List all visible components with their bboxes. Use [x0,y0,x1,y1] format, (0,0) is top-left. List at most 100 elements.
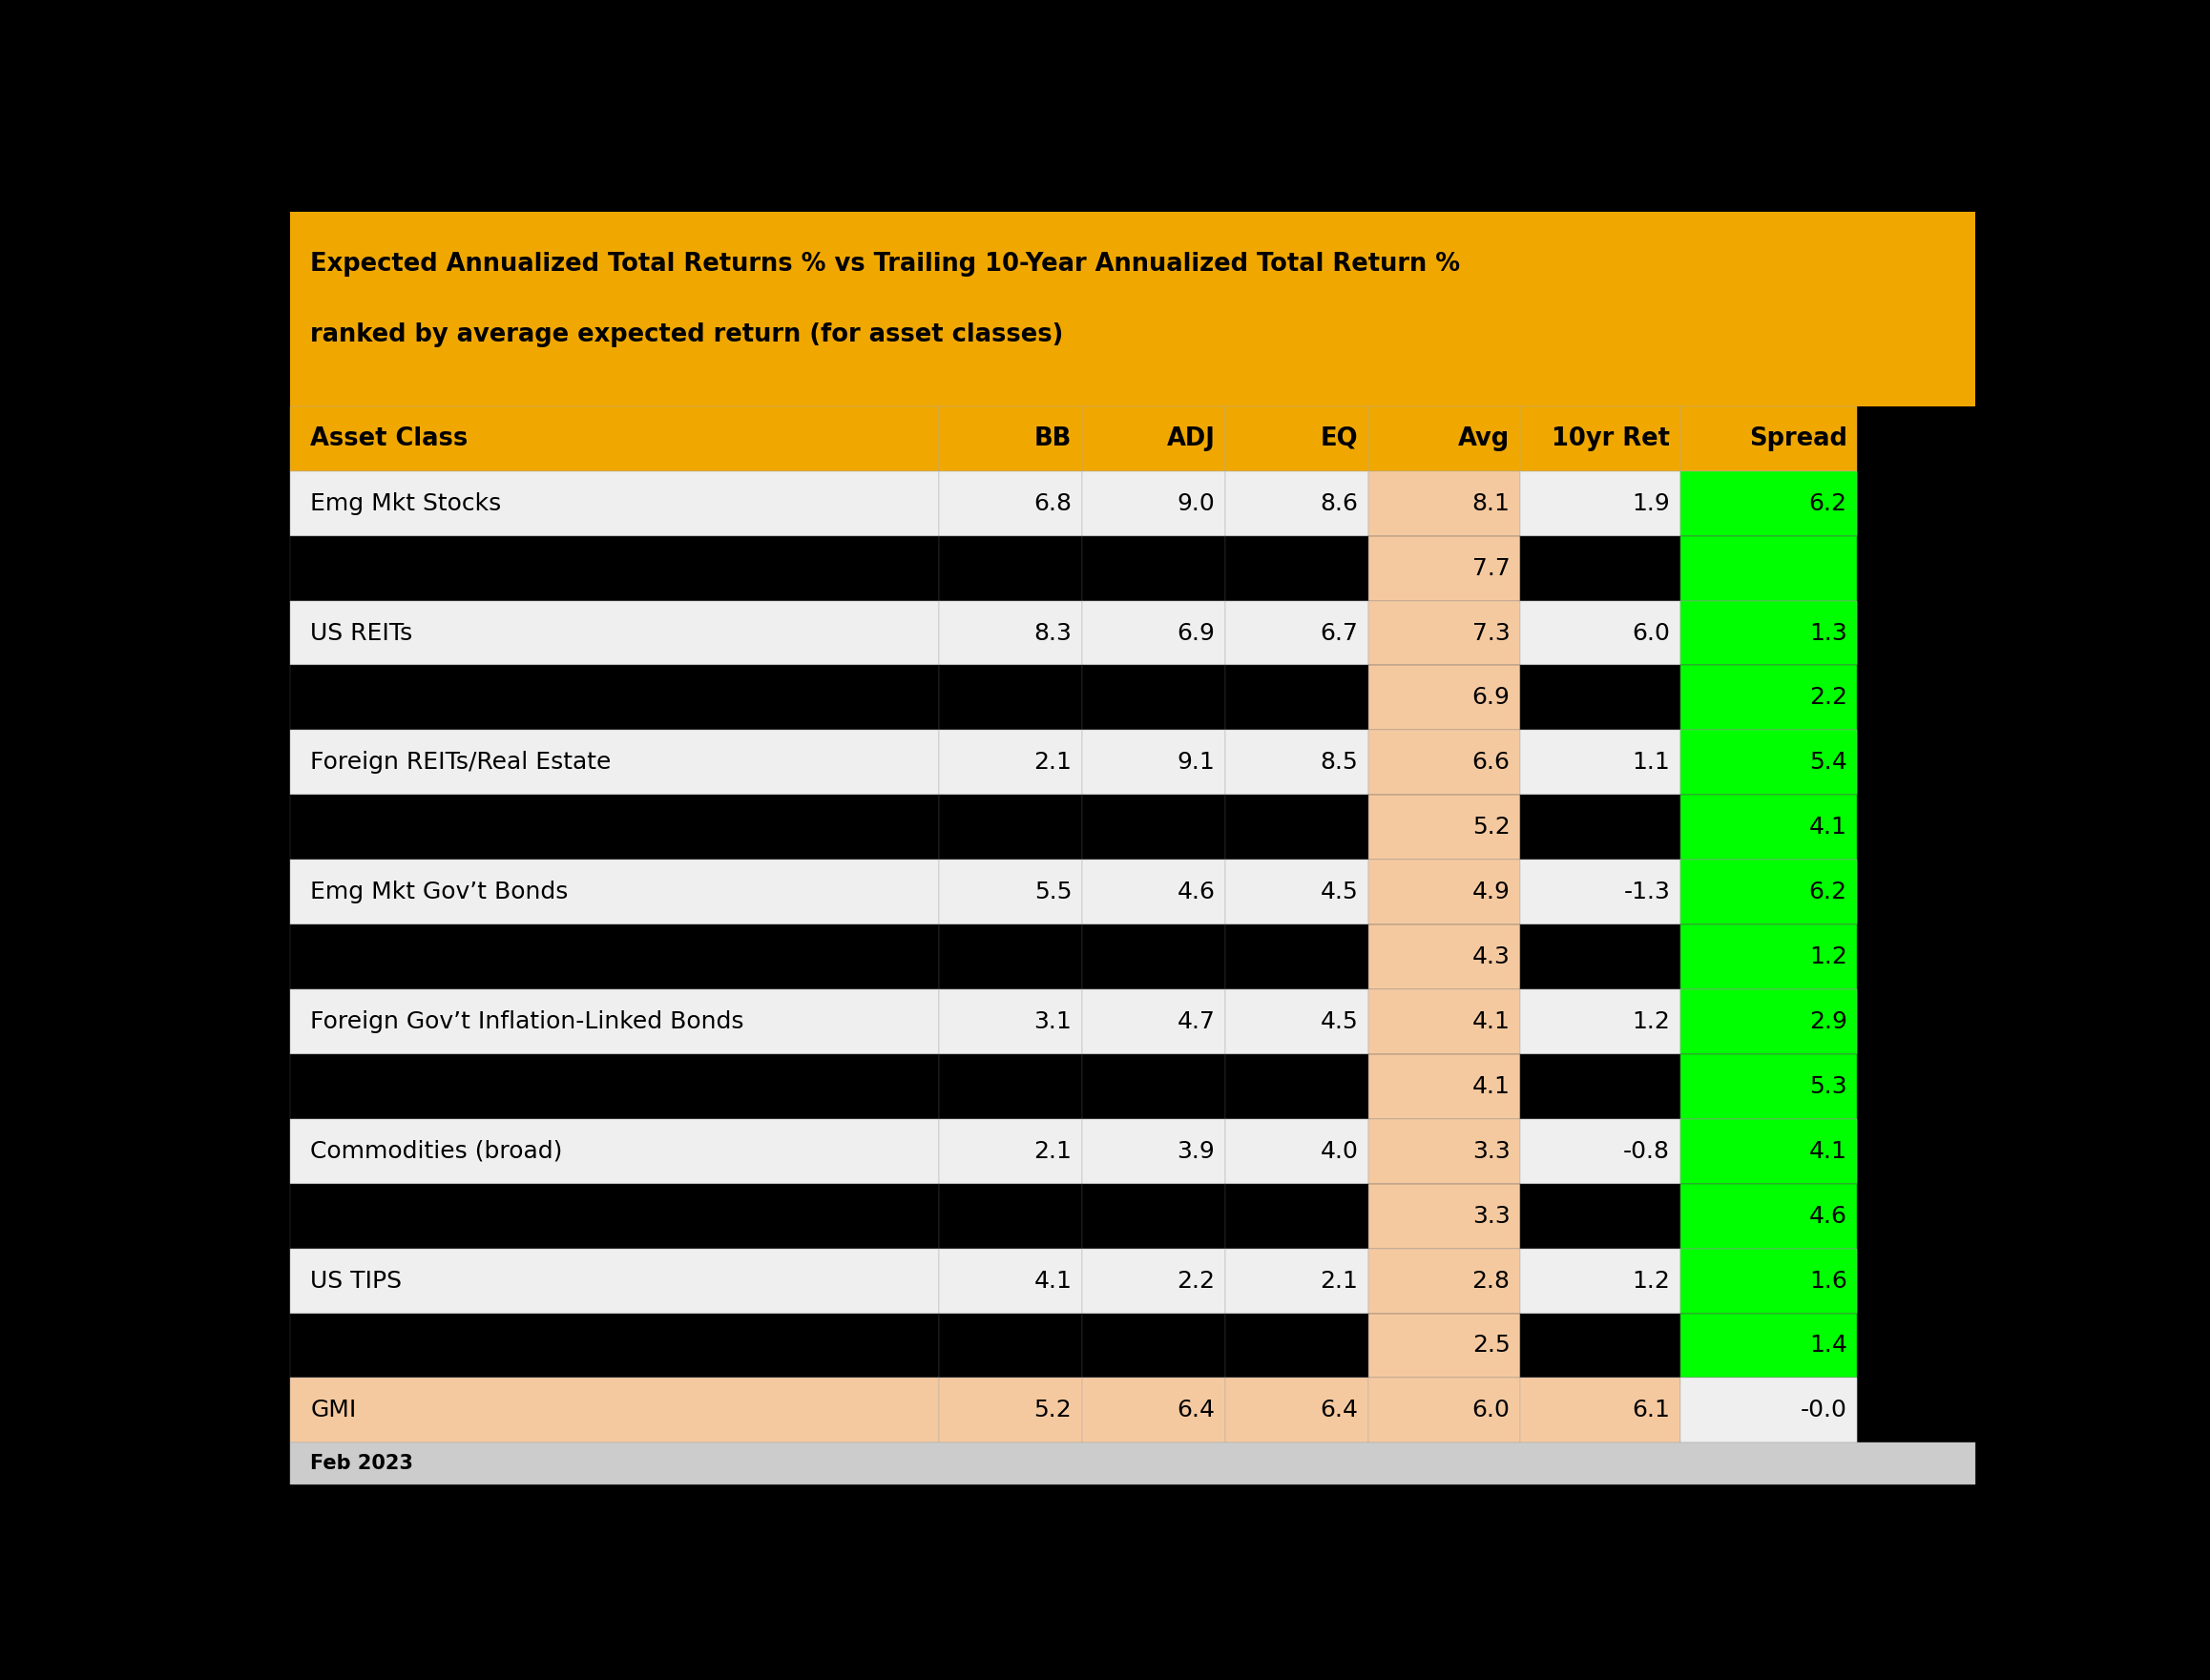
Bar [1680,1119,1856,1184]
Text: BB: BB [1034,427,1072,450]
Text: 6.6: 6.6 [1472,751,1509,774]
Text: Asset Class: Asset Class [309,427,469,450]
Text: 1.9: 1.9 [1633,492,1671,514]
Bar [939,924,1083,990]
Bar [290,601,939,665]
Text: Avg: Avg [1459,427,1509,450]
Bar [1520,1378,1680,1443]
Bar [1520,1314,1680,1378]
Text: 2.9: 2.9 [1810,1010,1848,1033]
Bar [1368,1248,1520,1314]
Text: 4.7: 4.7 [1178,1010,1216,1033]
Bar [1224,536,1368,601]
Bar [1520,1248,1680,1314]
Bar [1083,1378,1224,1443]
Bar [1368,990,1520,1053]
Text: GMI: GMI [309,1399,356,1421]
Bar [290,731,939,795]
Text: 2.1: 2.1 [1034,751,1072,774]
Text: 1.2: 1.2 [1631,1010,1671,1033]
Bar [1680,1053,1856,1119]
Text: 4.6: 4.6 [1808,1205,1848,1228]
Bar [1224,407,1368,470]
Text: 1.4: 1.4 [1810,1334,1848,1357]
Bar [1520,795,1680,860]
Text: EQ: EQ [1322,427,1359,450]
Bar [1224,470,1368,536]
Bar [1520,470,1680,536]
Text: US TIPS: US TIPS [309,1270,402,1292]
Bar [1680,1314,1856,1378]
Bar [290,1314,939,1378]
Bar [939,1248,1083,1314]
Bar [1520,860,1680,924]
Bar [1083,795,1224,860]
Bar [1083,924,1224,990]
Text: US REITs: US REITs [309,622,413,645]
Bar [1680,536,1856,601]
Bar [1083,407,1224,470]
Bar [290,990,939,1053]
Text: 5.2: 5.2 [1472,816,1509,838]
Bar [1680,1314,1856,1378]
Text: 6.0: 6.0 [1631,622,1671,645]
Text: 6.2: 6.2 [1808,880,1848,904]
Text: 4.1: 4.1 [1472,1075,1509,1099]
Bar [1224,1053,1368,1119]
Bar [1520,1184,1680,1248]
Text: 6.1: 6.1 [1631,1399,1671,1421]
Text: -1.3: -1.3 [1624,880,1671,904]
Text: -0.0: -0.0 [1801,1399,1848,1421]
Text: 4.3: 4.3 [1472,946,1509,968]
Bar [1224,990,1368,1053]
Bar [1368,731,1520,795]
Bar [1083,601,1224,665]
Bar [1368,924,1520,990]
Text: 4.9: 4.9 [1472,880,1509,904]
Bar [1224,860,1368,924]
Bar [1680,601,1856,665]
Text: 8.1: 8.1 [1472,492,1509,514]
Bar [1368,1314,1520,1378]
Bar [1680,1184,1856,1248]
Bar [1368,860,1520,924]
Text: 5.3: 5.3 [1810,1075,1848,1099]
Bar [290,665,939,731]
Bar [1224,1119,1368,1184]
Text: ADJ: ADJ [1167,427,1216,450]
Text: Commodities (broad): Commodities (broad) [309,1139,564,1163]
Bar [939,601,1083,665]
Text: 6.9: 6.9 [1178,622,1216,645]
Bar [1224,731,1368,795]
Bar [1224,601,1368,665]
Bar [1368,1053,1520,1119]
Bar [1680,665,1856,731]
Bar [1680,1119,1856,1184]
Text: 4.1: 4.1 [1472,1010,1509,1033]
Bar [290,470,939,536]
Bar [290,860,939,924]
Bar [939,1119,1083,1184]
Text: 6.4: 6.4 [1178,1399,1216,1421]
Bar [939,1378,1083,1443]
Text: 7.3: 7.3 [1472,622,1509,645]
Bar [939,536,1083,601]
Bar [1368,407,1520,470]
Bar [1680,731,1856,795]
Text: 8.6: 8.6 [1319,492,1359,514]
Bar [1680,795,1856,860]
Text: 3.3: 3.3 [1472,1139,1509,1163]
Bar [1520,924,1680,990]
Bar [939,860,1083,924]
Text: 2.1: 2.1 [1319,1270,1359,1292]
Bar [1520,990,1680,1053]
Bar [1520,731,1680,795]
Text: 2.1: 2.1 [1034,1139,1072,1163]
Bar [939,1184,1083,1248]
Bar [1083,1119,1224,1184]
Bar [1520,407,1680,470]
Bar [1520,1119,1680,1184]
Bar [1680,924,1856,990]
Bar [1680,990,1856,1053]
Text: 6.8: 6.8 [1034,492,1072,514]
